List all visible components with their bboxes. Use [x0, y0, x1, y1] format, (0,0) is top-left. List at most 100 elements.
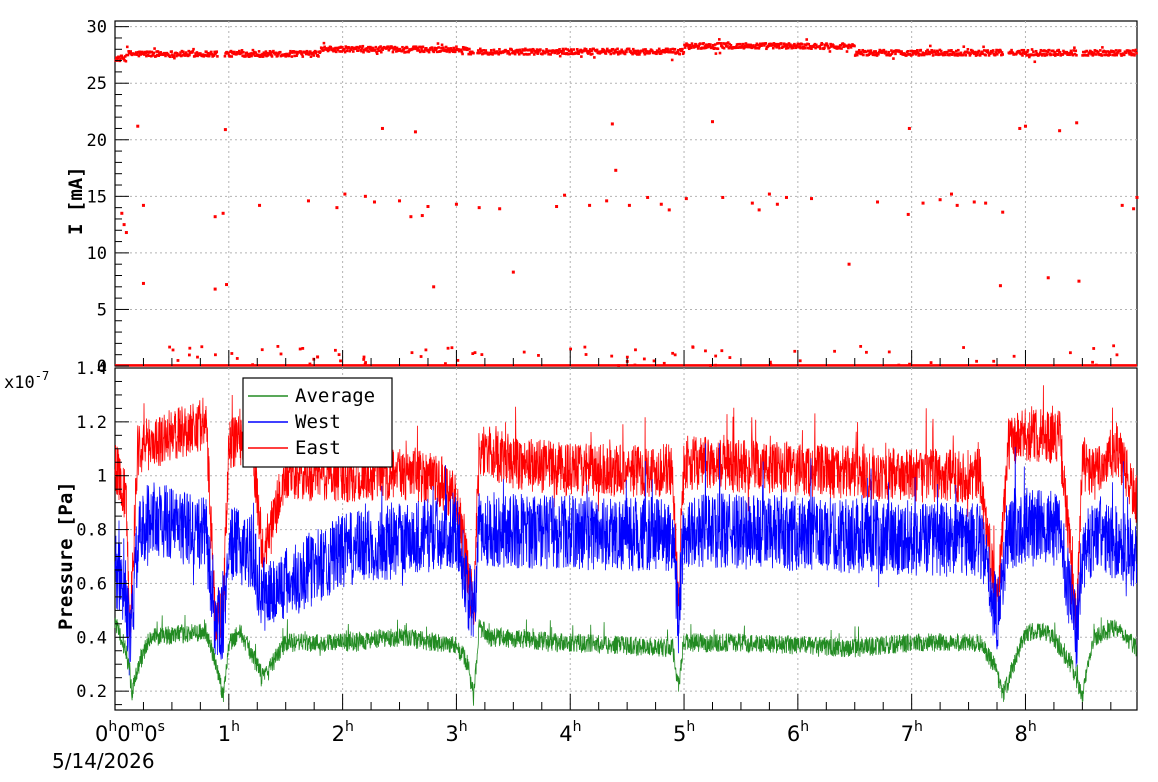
current-point	[333, 49, 337, 53]
current-point	[270, 55, 274, 58]
current-point	[427, 50, 431, 54]
current-point	[544, 50, 548, 54]
current-point	[1008, 52, 1011, 55]
current-point	[676, 50, 679, 54]
current-point	[341, 46, 344, 49]
current-point	[877, 52, 880, 56]
current-low-point	[450, 346, 454, 350]
current-point	[926, 48, 929, 52]
current-point	[483, 51, 487, 55]
current-point	[212, 54, 216, 57]
current-plot-frame	[114, 20, 1138, 367]
current-point	[642, 48, 645, 51]
current-point	[908, 52, 912, 56]
current-point	[242, 50, 245, 54]
current-point	[1099, 49, 1102, 52]
current-point	[203, 53, 207, 57]
current-point	[837, 45, 841, 49]
current-point	[645, 51, 649, 55]
current-outlier-point	[907, 126, 911, 130]
current-point	[614, 48, 617, 52]
current-point	[874, 50, 877, 53]
current-point	[375, 52, 379, 56]
time-axis-label: 1h	[218, 719, 240, 746]
current-point	[836, 46, 840, 50]
current-point	[767, 44, 770, 48]
current-outlier-point	[667, 208, 671, 212]
current-point	[839, 44, 843, 47]
current-point	[393, 45, 397, 49]
current-point	[120, 54, 124, 58]
current-point	[451, 50, 455, 54]
current-point	[637, 51, 641, 55]
current-point	[123, 55, 127, 58]
current-point	[1127, 49, 1130, 52]
pressure-y-tick-label: 0.2	[76, 682, 107, 702]
current-point	[284, 55, 287, 58]
current-point	[123, 59, 126, 62]
current-point	[615, 50, 619, 54]
current-point	[338, 50, 341, 53]
current-point	[705, 43, 708, 47]
current-point	[735, 45, 738, 48]
current-low-point	[992, 359, 996, 363]
current-point	[535, 49, 538, 53]
current-point	[137, 54, 141, 58]
current-point	[793, 44, 797, 47]
current-point	[601, 47, 604, 51]
current-point	[156, 53, 159, 57]
current-low-point	[1112, 344, 1116, 348]
current-outlier-point	[432, 285, 436, 289]
current-point	[666, 48, 670, 51]
current-point	[232, 52, 236, 56]
current-point	[677, 48, 680, 52]
current-point	[661, 50, 664, 54]
current-point	[717, 41, 720, 45]
current-point	[994, 51, 998, 54]
current-point	[693, 45, 697, 48]
current-point	[633, 51, 636, 55]
current-point	[1113, 53, 1116, 57]
legend-label-east: East	[295, 437, 341, 459]
current-outlier-point	[1018, 126, 1022, 130]
current-point	[670, 50, 673, 54]
pressure-legend: Average West East	[242, 377, 393, 468]
current-point	[313, 49, 317, 53]
current-point	[476, 51, 479, 55]
current-point	[849, 44, 852, 48]
current-outlier-point	[876, 200, 880, 204]
current-point	[804, 46, 807, 50]
current-point	[168, 55, 172, 59]
current-point	[1040, 54, 1044, 57]
current-point	[345, 49, 349, 53]
current-point	[184, 51, 188, 54]
current-outlier-point	[847, 262, 851, 266]
current-point	[913, 52, 916, 55]
current-point	[926, 52, 930, 56]
current-point	[648, 51, 651, 55]
current-point	[627, 47, 631, 51]
current-point	[916, 51, 920, 55]
current-point	[868, 52, 871, 55]
current-point	[825, 43, 829, 47]
current-point	[188, 53, 191, 57]
current-point	[687, 47, 691, 51]
current-point	[997, 50, 1001, 54]
current-point	[685, 42, 688, 45]
current-point	[414, 45, 418, 49]
current-point	[442, 46, 445, 50]
current-point	[979, 52, 983, 56]
current-point	[789, 44, 793, 47]
current-point	[797, 42, 801, 46]
current-point	[214, 52, 217, 56]
current-point	[552, 50, 556, 53]
current-point	[229, 49, 233, 53]
current-point	[787, 42, 791, 45]
current-point	[266, 54, 270, 57]
current-point	[440, 46, 443, 50]
current-point	[931, 51, 934, 54]
current-point	[391, 50, 395, 54]
current-point	[859, 52, 862, 56]
current-outlier-point	[955, 203, 959, 207]
current-point	[921, 51, 925, 55]
